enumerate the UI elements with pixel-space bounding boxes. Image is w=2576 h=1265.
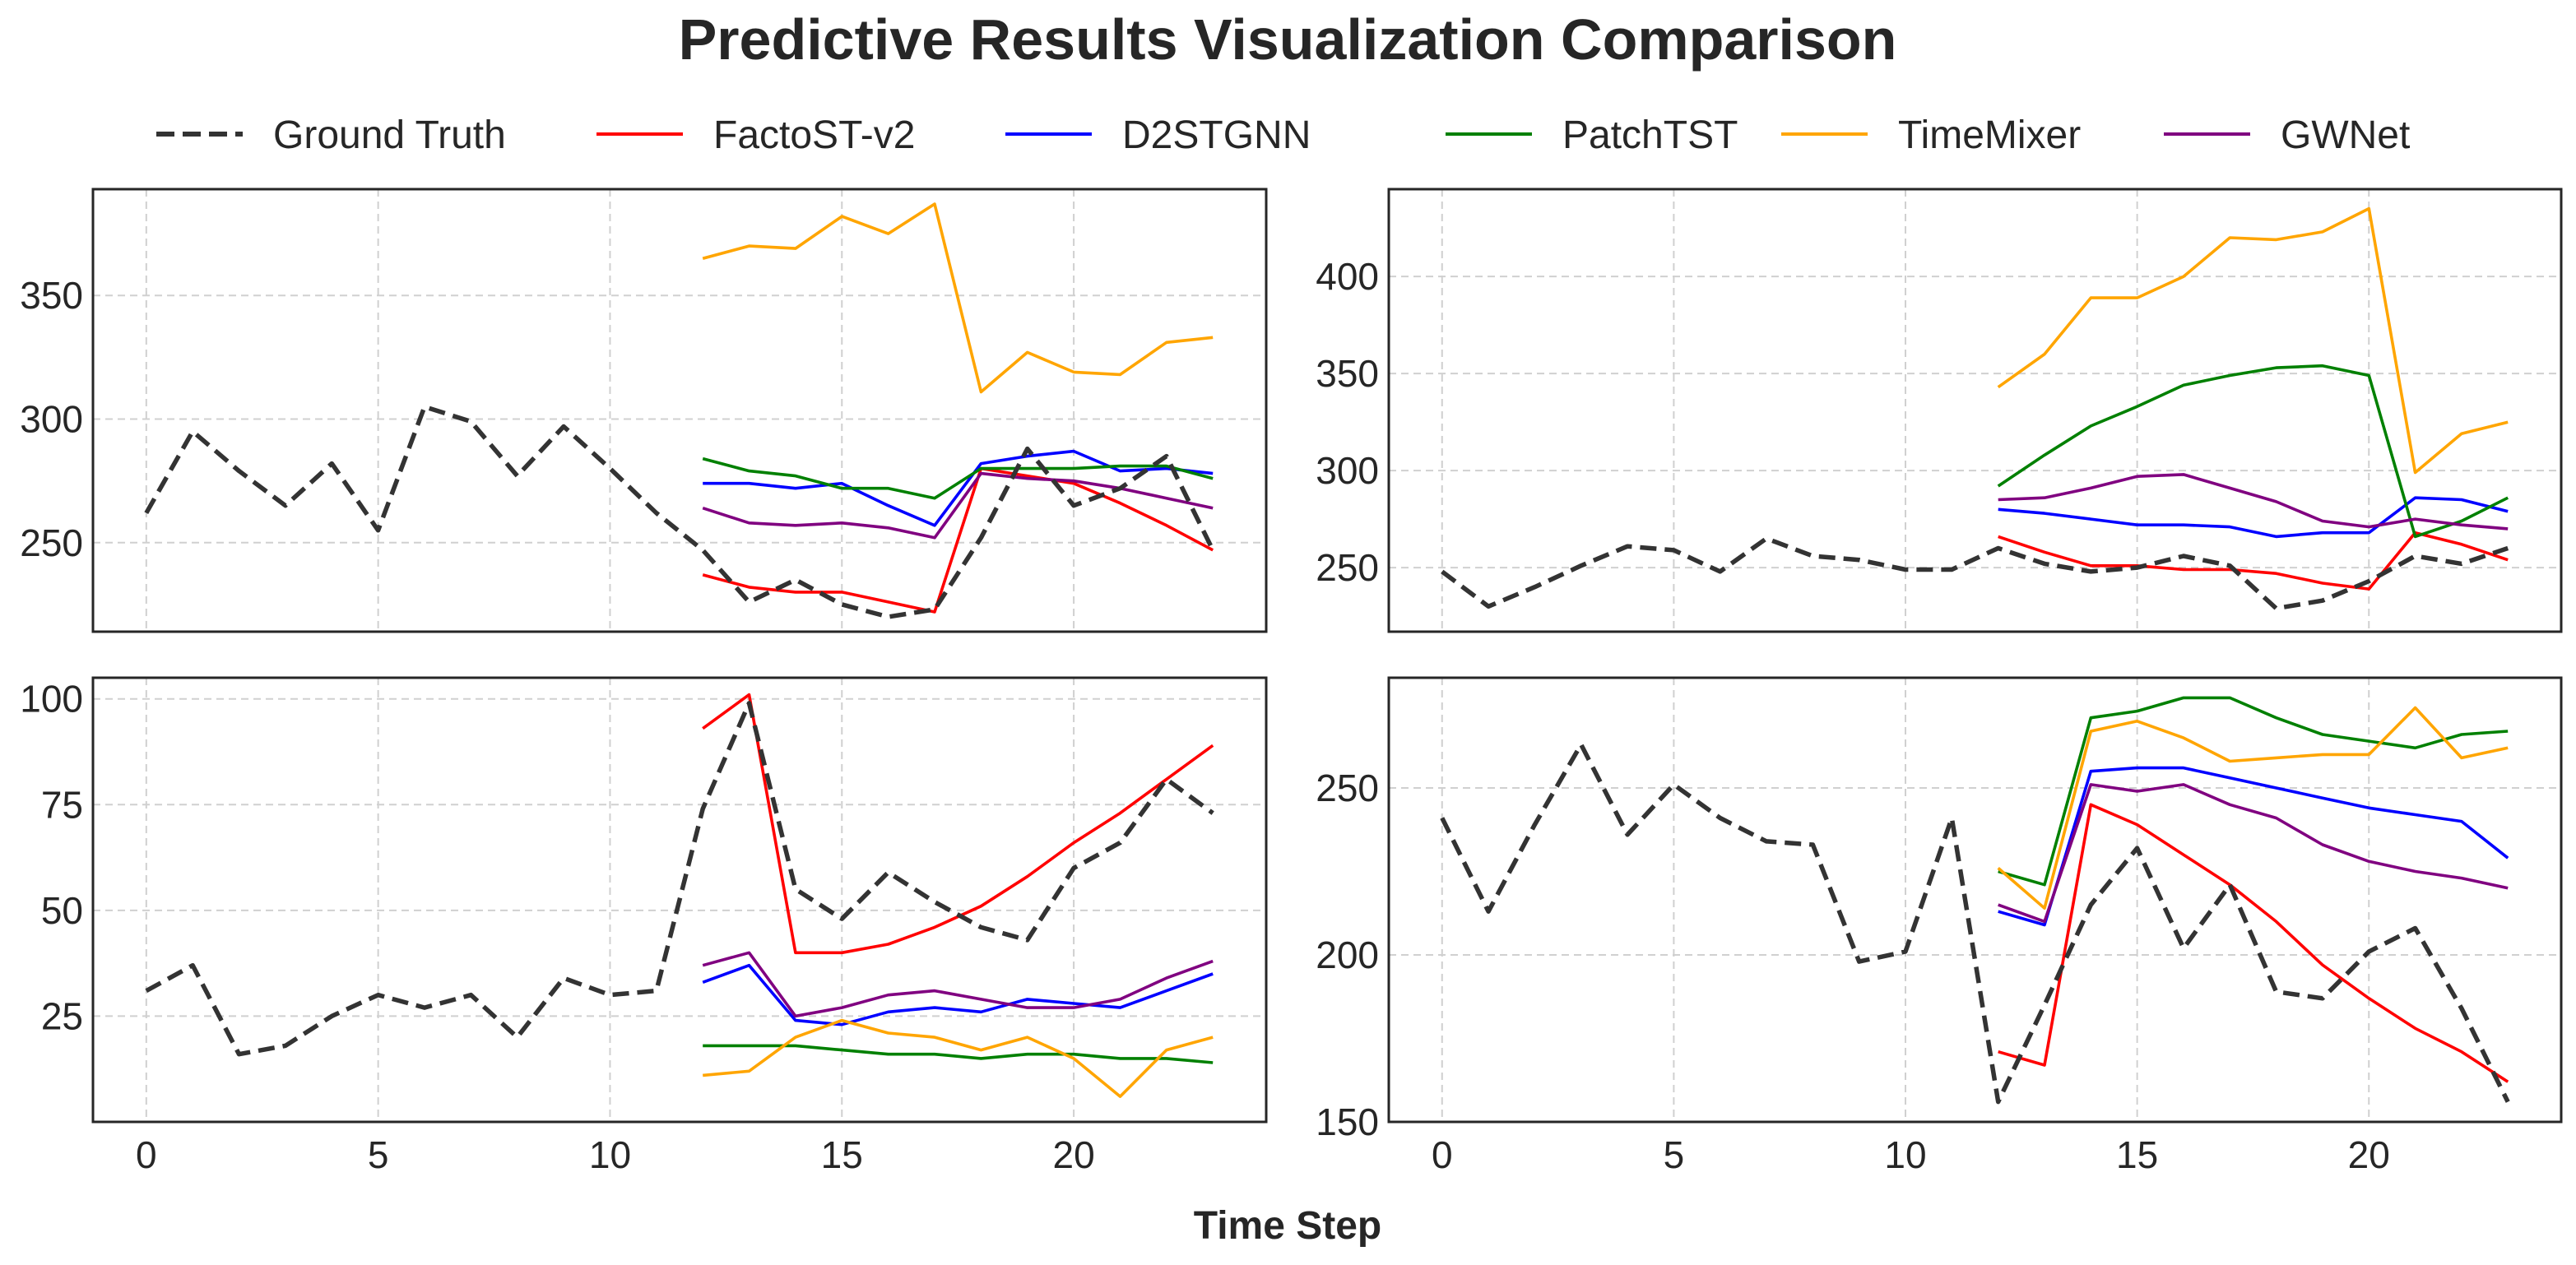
series-line-timemixer bbox=[1997, 706, 2509, 910]
y-tick-label: 300 bbox=[20, 398, 83, 441]
legend: Ground Truth FactoST-v2 D2STGNN PatchTST Tim… bbox=[156, 114, 2410, 157]
x-tick-label: 5 bbox=[368, 1133, 389, 1176]
legend-item-d2stgnn: D2STGNN bbox=[1005, 114, 1311, 157]
legend-item-factost-v2: FactoST-v2 bbox=[596, 114, 915, 157]
subplot-top-left: 250 300 350 bbox=[20, 188, 1268, 633]
y-tick-label: 350 bbox=[20, 274, 83, 317]
series-line-d2stgnn bbox=[703, 449, 1214, 527]
series-line-ground-truth bbox=[1440, 742, 2510, 1105]
series-line-gwnet bbox=[702, 471, 1214, 540]
x-tick-label: 5 bbox=[1664, 1133, 1685, 1176]
subplot-bottom-right: 150 200 250 0 5 10 15 20 bbox=[1316, 676, 2563, 1176]
series-line-ground-truth bbox=[1441, 535, 2509, 611]
y-tick-label: 200 bbox=[1316, 934, 1379, 976]
subplot-top-right: 250 300 350 400 bbox=[1316, 188, 2563, 633]
y-tick-label: 400 bbox=[1316, 255, 1379, 298]
x-tick-label: 10 bbox=[1884, 1133, 1926, 1176]
y-tick-label: 50 bbox=[41, 889, 83, 932]
legend-item-patchtst: PatchTST bbox=[1446, 114, 1738, 157]
series-line-patchtst bbox=[1998, 696, 2509, 887]
x-tick-label: 20 bbox=[2348, 1133, 2390, 1176]
series-line-factost-v2 bbox=[702, 466, 1214, 614]
series-line-patchtst bbox=[702, 456, 1214, 500]
series-line-ground-truth bbox=[145, 701, 1214, 1057]
y-tick-label: 100 bbox=[20, 678, 83, 721]
x-axis-label: Time Step bbox=[1194, 1204, 1382, 1248]
x-tick-label: 20 bbox=[1053, 1133, 1095, 1176]
y-tick-label: 75 bbox=[41, 783, 83, 826]
legend-label-timemixer: TimeMixer bbox=[1898, 114, 2081, 157]
series-line-gwnet bbox=[702, 951, 1214, 1018]
y-tick-label: 250 bbox=[1316, 546, 1379, 589]
x-tick-label: 15 bbox=[821, 1133, 863, 1176]
series-line-patchtst bbox=[703, 1044, 1214, 1064]
series-line-timemixer bbox=[1997, 206, 2509, 475]
axes-frame bbox=[1387, 676, 2563, 1124]
chart-title: Predictive Results Visualization Compari… bbox=[679, 7, 1897, 72]
y-tick-label: 250 bbox=[20, 521, 83, 564]
x-tick-label: 0 bbox=[1432, 1133, 1453, 1176]
legend-label-ground-truth: Ground Truth bbox=[273, 114, 506, 157]
series-line-ground-truth bbox=[144, 404, 1215, 619]
series-line-d2stgnn bbox=[1998, 766, 2509, 927]
series-line-timemixer bbox=[702, 202, 1214, 394]
subplot-bottom-left: 25 50 75 100 0 5 10 15 20 bbox=[20, 676, 1268, 1176]
axes-frame bbox=[91, 188, 1268, 633]
series-group bbox=[145, 693, 1214, 1098]
axes-frame bbox=[91, 676, 1268, 1124]
y-tick-label: 25 bbox=[41, 994, 83, 1037]
series-line-factost-v2 bbox=[1998, 803, 2509, 1083]
legend-label-factost-v2: FactoST-v2 bbox=[713, 114, 915, 157]
legend-item-ground-truth: Ground Truth bbox=[156, 114, 506, 157]
legend-label-d2stgnn: D2STGNN bbox=[1122, 114, 1311, 157]
series-line-gwnet bbox=[1998, 783, 2509, 924]
series-line-d2stgnn bbox=[1998, 496, 2509, 539]
legend-label-patchtst: PatchTST bbox=[1562, 114, 1738, 157]
series-group bbox=[1440, 696, 2510, 1105]
series-line-timemixer bbox=[703, 1018, 1214, 1098]
x-tick-label: 15 bbox=[2116, 1133, 2158, 1176]
x-tick-label: 0 bbox=[136, 1133, 157, 1176]
legend-item-gwnet: GWNet bbox=[2164, 114, 2410, 157]
series-line-patchtst bbox=[1997, 364, 2509, 539]
legend-item-timemixer: TimeMixer bbox=[1781, 114, 2081, 157]
y-tick-label: 250 bbox=[1316, 767, 1379, 809]
y-tick-label: 150 bbox=[1316, 1101, 1379, 1143]
series-group bbox=[1441, 206, 2509, 611]
y-tick-label: 300 bbox=[1316, 449, 1379, 492]
series-group bbox=[144, 202, 1215, 619]
y-tick-label: 350 bbox=[1316, 352, 1379, 395]
series-line-gwnet bbox=[1998, 473, 2509, 531]
series-line-d2stgnn bbox=[702, 963, 1214, 1026]
x-tick-label: 10 bbox=[589, 1133, 631, 1176]
legend-label-gwnet: GWNet bbox=[2281, 114, 2410, 157]
axes-frame bbox=[1387, 188, 2563, 633]
